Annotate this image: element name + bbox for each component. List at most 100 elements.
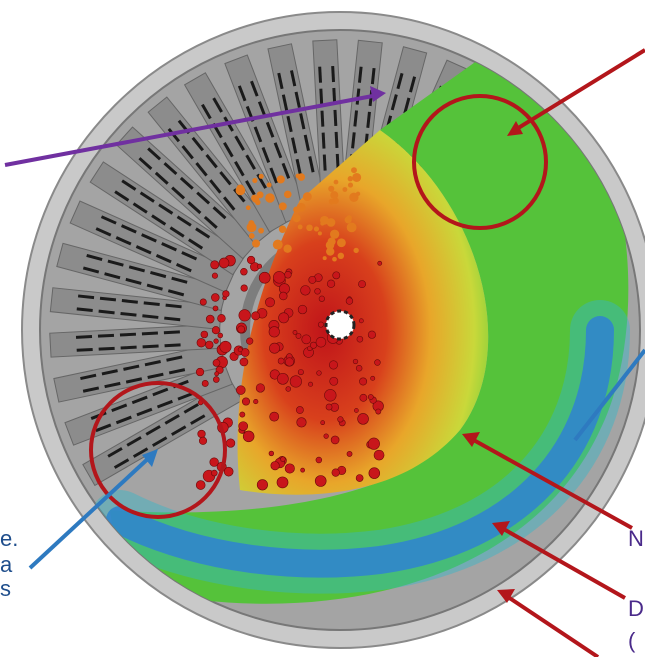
particle — [279, 202, 287, 210]
particle — [356, 475, 363, 482]
particle — [273, 271, 285, 283]
particle — [333, 272, 340, 279]
particle — [206, 315, 214, 323]
label: s — [0, 576, 11, 601]
particle — [371, 376, 375, 380]
label: D — [628, 596, 644, 621]
particle — [314, 226, 319, 231]
particle — [358, 280, 365, 287]
particle — [271, 461, 280, 470]
particle — [330, 230, 339, 239]
particle — [302, 335, 311, 344]
particle — [277, 477, 288, 488]
particle — [330, 191, 338, 199]
particle — [327, 280, 335, 288]
particle — [236, 386, 245, 395]
particle — [284, 271, 291, 278]
particle — [269, 451, 274, 456]
particle — [296, 174, 301, 179]
particle — [348, 176, 353, 181]
particle — [202, 380, 208, 386]
particle — [297, 418, 307, 428]
particle — [316, 457, 322, 463]
particle — [332, 257, 337, 262]
particle — [338, 253, 344, 259]
particle — [353, 248, 358, 253]
particle — [296, 406, 303, 413]
particle — [247, 256, 255, 264]
particle — [324, 434, 329, 439]
particle — [252, 239, 260, 247]
particle — [259, 174, 264, 179]
particle — [243, 431, 254, 442]
particle — [247, 222, 257, 232]
particle — [279, 292, 287, 300]
particle — [279, 313, 289, 323]
particle — [353, 359, 358, 364]
particle — [330, 377, 338, 385]
particle — [351, 167, 357, 173]
particle — [239, 310, 251, 322]
particle — [277, 175, 285, 183]
particle — [297, 203, 306, 212]
particle — [329, 199, 335, 205]
label: a — [0, 552, 13, 577]
particle — [285, 464, 294, 473]
particle — [199, 437, 206, 444]
particle — [284, 191, 292, 199]
particle — [220, 341, 231, 352]
particle — [252, 178, 257, 183]
particle — [345, 216, 352, 223]
particle — [280, 457, 285, 462]
particle — [321, 421, 325, 425]
particle — [218, 314, 226, 322]
particle — [196, 368, 204, 376]
particle — [342, 187, 347, 192]
particle — [306, 224, 313, 231]
particle — [213, 359, 220, 366]
particle — [278, 358, 284, 364]
arrow — [505, 595, 598, 657]
particle — [354, 408, 358, 412]
particle — [238, 348, 242, 352]
particle — [318, 322, 323, 327]
hub — [326, 311, 354, 339]
particle — [242, 398, 249, 405]
particle — [328, 238, 336, 246]
particle — [347, 222, 357, 232]
left-labels: e. a s — [0, 526, 18, 601]
particle — [359, 319, 363, 323]
particle — [308, 382, 312, 386]
particle — [197, 338, 206, 347]
particle — [277, 373, 288, 384]
particle — [320, 221, 324, 225]
particle — [357, 336, 363, 342]
particle — [296, 333, 301, 338]
particle — [257, 480, 268, 491]
particle — [368, 394, 373, 399]
particle — [358, 413, 369, 424]
particle — [329, 361, 337, 369]
particle — [252, 312, 260, 320]
particle — [246, 205, 251, 210]
particle — [293, 330, 297, 334]
particle — [269, 327, 280, 338]
particle — [273, 240, 283, 250]
particle — [267, 183, 272, 188]
particle — [301, 285, 311, 295]
particle — [214, 339, 219, 344]
particle — [360, 394, 367, 401]
particle — [359, 378, 366, 385]
particle — [279, 226, 286, 233]
right-labels: N D ( — [628, 526, 644, 653]
particle — [346, 298, 353, 305]
particle — [298, 305, 307, 314]
particle — [338, 417, 344, 423]
particle — [368, 331, 376, 339]
particle — [374, 360, 380, 366]
particle — [269, 343, 279, 353]
particle — [241, 285, 248, 292]
particle — [265, 298, 274, 307]
particle — [324, 389, 336, 401]
particle — [310, 342, 316, 348]
